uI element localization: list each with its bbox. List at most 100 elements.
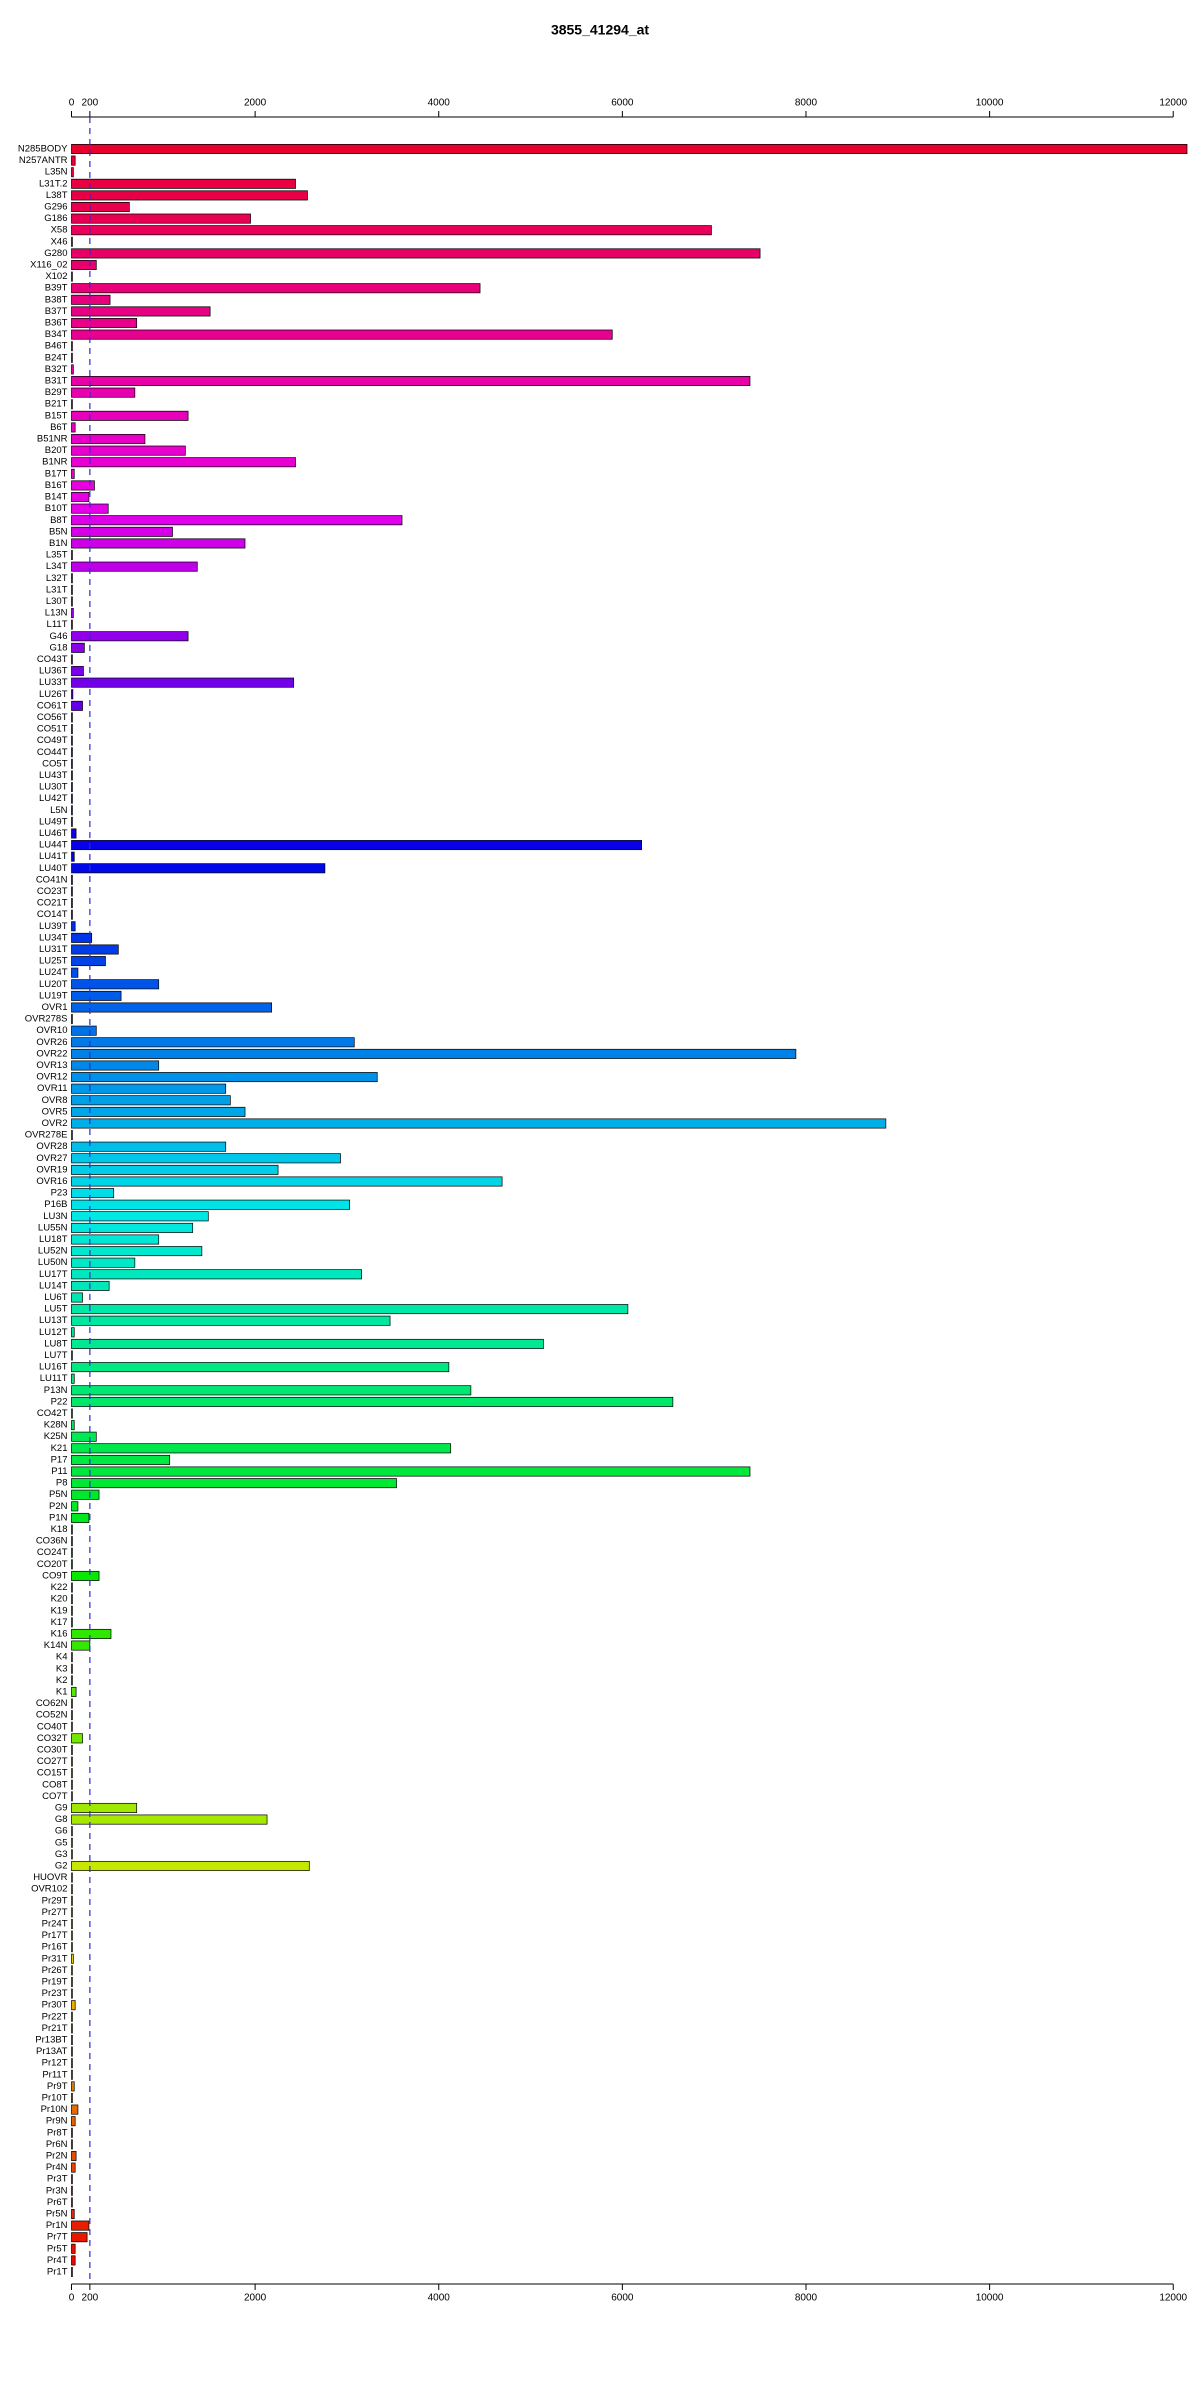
bar (71, 758, 73, 769)
bar (71, 1953, 74, 1964)
y-tick-label: G9 (55, 1802, 68, 1813)
bar (71, 1118, 887, 1129)
bar (71, 724, 73, 735)
y-tick-label: Pr13AT (36, 2046, 68, 2057)
y-tick-label: P2N (49, 1501, 68, 1512)
y-tick-label: N285BODY (18, 144, 68, 155)
y-tick-label: Pr17T (42, 1930, 68, 1941)
y-tick-label: Pr10N (41, 2104, 68, 2115)
y-tick-label: LU18T (39, 1234, 68, 1245)
y-tick-label: CO62N (36, 1698, 68, 1709)
bar (71, 1744, 73, 1755)
y-tick-label: CO56T (37, 712, 68, 723)
bar (71, 1837, 73, 1848)
bar (71, 2011, 73, 2022)
y-tick-label: CO32T (37, 1733, 68, 1744)
bar (71, 457, 296, 468)
bar (71, 1884, 73, 1895)
bar (71, 1559, 73, 1570)
bar (71, 1199, 351, 1210)
bar (71, 1327, 75, 1338)
bar (71, 1895, 73, 1906)
bar (71, 828, 77, 839)
y-tick-label: G186 (44, 213, 67, 224)
y-tick-label: OVR13 (36, 1060, 67, 1071)
bar (71, 1315, 391, 1326)
y-tick-label: Pr27T (42, 1907, 68, 1918)
y-tick-label: P17 (51, 1454, 68, 1465)
bar (71, 1072, 378, 1083)
bar (71, 1002, 272, 1013)
y-tick-label: L13N (45, 608, 68, 619)
y-tick-label: CO20T (37, 1559, 68, 1570)
bar (71, 840, 642, 851)
y-tick-label: L35N (45, 167, 68, 178)
y-tick-label: B16T (45, 480, 68, 491)
bar (71, 1338, 544, 1349)
bar (71, 1640, 91, 1651)
y-tick-label: CO51T (37, 724, 68, 735)
y-tick-label: B34T (45, 329, 68, 340)
bar (71, 318, 138, 329)
y-tick-label: CO23T (37, 886, 68, 897)
y-tick-label: Pr9N (46, 2116, 68, 2127)
y-tick-label: OVR5 (42, 1106, 68, 1117)
y-tick-label: B51NR (37, 434, 68, 445)
y-tick-label: B14T (45, 492, 68, 503)
bar (71, 1176, 503, 1187)
bar (71, 1768, 73, 1779)
bar (71, 2046, 73, 2057)
bar (71, 1976, 73, 1987)
x-tick-label: 6000 (611, 2293, 634, 2304)
bar (71, 1570, 100, 1581)
bar (71, 283, 481, 294)
y-tick-label: Pr1N (46, 2220, 68, 2231)
bar (71, 1396, 674, 1407)
bar (71, 990, 122, 1001)
y-tick-label: K14N (44, 1640, 68, 1651)
y-tick-label: B31T (45, 376, 68, 387)
y-tick-label: Pr21T (42, 2023, 68, 2034)
y-tick-label: LU31T (39, 944, 68, 955)
y-tick-label: X46 (51, 236, 68, 247)
bar (71, 387, 136, 398)
y-tick-label: CO36N (36, 1536, 68, 1547)
y-tick-label: Pr12T (42, 2058, 68, 2069)
y-tick-label: X102 (45, 271, 67, 282)
y-tick-label: K1 (56, 1686, 68, 1697)
bar (71, 294, 111, 305)
y-tick-label: G18 (50, 642, 68, 653)
bar (71, 1547, 73, 1558)
x-tick-label: 8000 (795, 98, 818, 109)
y-tick-label: OVR19 (36, 1164, 67, 1175)
bar (71, 1083, 227, 1094)
bar (71, 1246, 203, 1257)
y-tick-label: LU43T (39, 770, 68, 781)
bar (71, 1721, 73, 1732)
bar (71, 1350, 73, 1361)
y-tick-label: OVR26 (36, 1037, 67, 1048)
y-tick-label: HUOVR (33, 1872, 67, 1883)
y-tick-label: LU30T (39, 782, 68, 793)
y-tick-label: Pr6T (47, 2197, 68, 2208)
bar (71, 863, 326, 874)
y-tick-label: LU25T (39, 956, 68, 967)
x-tick-label: 10000 (976, 2293, 1004, 2304)
bar (71, 2081, 75, 2092)
y-tick-label: LU26T (39, 689, 68, 700)
y-tick-label: B6T (50, 422, 68, 433)
bar (71, 1048, 797, 1059)
y-tick-label: LU46T (39, 828, 68, 839)
bar (71, 909, 73, 920)
y-tick-label: LU16T (39, 1362, 68, 1373)
bar (71, 202, 130, 212)
y-tick-label: K28N (44, 1420, 68, 1431)
bar (71, 1756, 73, 1767)
y-tick-label: OVR11 (37, 1083, 67, 1094)
y-tick-label: LU12T (39, 1327, 68, 1338)
bar (71, 410, 189, 421)
y-tick-label: Pr8T (47, 2127, 68, 2138)
y-tick-label: CO8T (42, 1779, 68, 1790)
y-tick-label: B1N (49, 538, 68, 549)
bar (71, 260, 97, 271)
